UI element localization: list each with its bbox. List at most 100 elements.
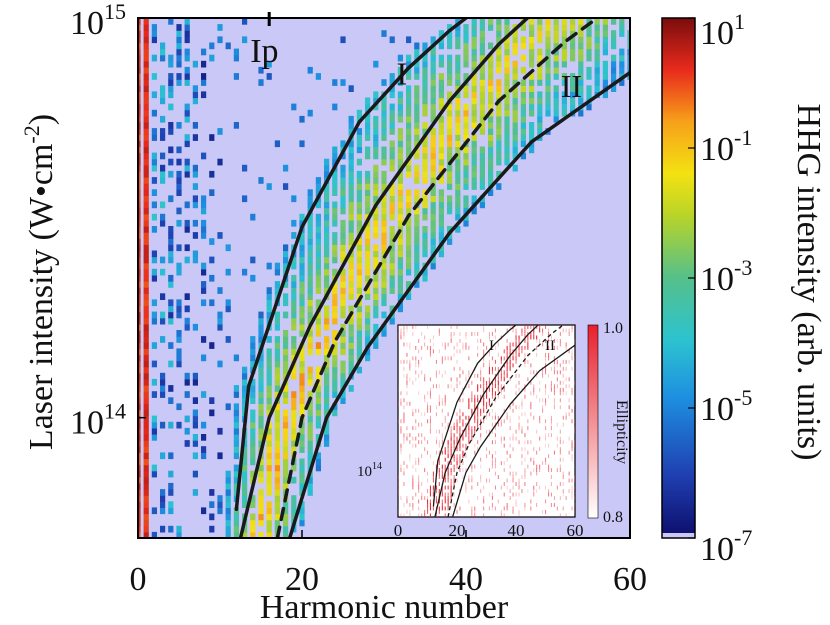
heatmap-cell	[397, 91, 403, 99]
heatmap-cell	[397, 305, 403, 313]
heatmap-cell	[299, 219, 305, 227]
heatmap-cell	[151, 299, 157, 307]
heatmap-cell	[447, 140, 453, 148]
heatmap-cell	[291, 427, 297, 435]
heatmap-cell	[250, 434, 256, 441]
x-tick-label: 60	[613, 561, 647, 598]
heatmap-cell	[340, 256, 346, 264]
heatmap-cell	[365, 122, 371, 129]
heatmap-cell	[488, 158, 494, 166]
heatmap-cell	[463, 158, 469, 166]
heatmap-cell	[151, 427, 157, 435]
heatmap-cell	[138, 495, 141, 502]
inset-cell	[550, 384, 552, 389]
inset-cell	[568, 405, 570, 410]
heatmap-cell	[381, 281, 387, 288]
heatmap-cell	[488, 189, 494, 196]
inset-cell	[450, 332, 452, 336]
inset-cell	[468, 356, 470, 361]
heatmap-cell	[340, 170, 346, 178]
heatmap-cell	[160, 164, 166, 172]
heatmap-cell	[414, 195, 420, 203]
heatmap-cell	[430, 36, 436, 44]
heatmap-cell	[570, 36, 576, 44]
heatmap-cell	[332, 103, 338, 111]
heatmap-cell	[578, 60, 584, 68]
inset-cell	[435, 359, 437, 364]
inset-cell	[441, 503, 443, 507]
inset-cell	[435, 489, 437, 493]
heatmap-cell	[160, 48, 166, 56]
heatmap-cell	[430, 79, 436, 86]
heatmap-cell	[512, 146, 518, 154]
heatmap-cell	[340, 372, 346, 380]
heatmap-cell	[258, 372, 264, 380]
heatmap-cell	[201, 48, 207, 56]
heatmap-cell	[299, 213, 305, 221]
inset-cell	[459, 339, 461, 343]
inset-cell	[400, 332, 402, 336]
heatmap-cell	[332, 342, 338, 349]
heatmap-cell	[201, 452, 207, 460]
inset-cell	[488, 370, 490, 375]
inset-cell	[421, 370, 423, 375]
heatmap-cell	[455, 164, 461, 172]
heatmap-cell	[138, 458, 141, 466]
heatmap-cell	[299, 403, 305, 411]
heatmap-cell	[143, 440, 149, 447]
heatmap-cell	[274, 427, 280, 435]
inset-cell	[509, 325, 511, 329]
heatmap-cell	[406, 268, 412, 276]
heatmap-cell	[365, 103, 371, 111]
inset-cell	[462, 475, 464, 479]
heatmap-cell	[414, 164, 420, 172]
heatmap-cell	[138, 226, 141, 233]
heatmap-cell	[168, 385, 174, 392]
heatmap-cell	[291, 397, 297, 404]
inset-cell	[486, 394, 488, 399]
heatmap-cell	[455, 54, 461, 62]
inset-cell	[524, 363, 526, 368]
heatmap-cell	[479, 109, 485, 117]
heatmap-cell	[283, 531, 289, 538]
heatmap-cell	[138, 378, 141, 386]
heatmap-cell	[138, 281, 141, 288]
heatmap-cell	[266, 446, 272, 453]
heatmap-cell	[471, 54, 477, 62]
inset-cell	[462, 461, 464, 465]
heatmap-cell	[438, 103, 444, 111]
heatmap-cell	[138, 372, 141, 380]
heatmap-cell	[299, 476, 305, 484]
heatmap-cell	[242, 403, 248, 411]
heatmap-cell	[176, 299, 182, 307]
inset-cell	[556, 345, 558, 350]
inset-cell	[574, 342, 575, 347]
inset-cell	[435, 436, 437, 441]
heatmap-cell	[258, 519, 264, 527]
heatmap-cell	[266, 354, 272, 362]
heatmap-cell	[504, 122, 510, 129]
inset-cell	[424, 513, 426, 517]
heatmap-cell	[602, 73, 608, 80]
heatmap-cell	[299, 354, 305, 362]
inset-cell	[550, 426, 552, 431]
heatmap-cell	[291, 232, 297, 239]
heatmap-cell	[332, 305, 338, 313]
inset-cell	[515, 373, 517, 378]
heatmap-cell	[274, 476, 280, 484]
heatmap-cell	[389, 91, 395, 99]
heatmap-cell	[143, 152, 149, 160]
heatmap-cell	[537, 79, 543, 86]
inset-cell	[503, 419, 505, 424]
heatmap-cell	[209, 513, 215, 521]
heatmap-cell	[283, 501, 289, 508]
inset-cell	[444, 398, 446, 403]
inset-cell	[459, 419, 461, 424]
heatmap-cell	[168, 195, 174, 203]
heatmap-cell	[233, 421, 239, 429]
heatmap-cell	[332, 189, 338, 196]
heatmap-cell	[414, 244, 420, 252]
heatmap-cell	[151, 109, 157, 117]
inset-cell	[494, 450, 496, 455]
inset-cell	[406, 426, 408, 431]
